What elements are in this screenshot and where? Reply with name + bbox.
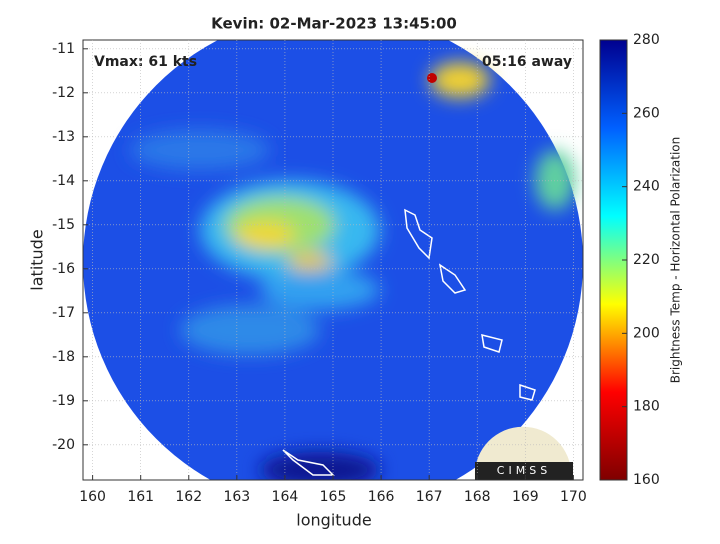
x-tick-label: 167 <box>416 489 443 505</box>
chart-title: Kevin: 02-Mar-2023 13:45:00 <box>211 15 457 33</box>
colorbar-tick-label: 180 <box>633 399 660 415</box>
y-axis-label: latitude <box>28 229 47 290</box>
x-tick-label: 163 <box>223 489 250 505</box>
y-tick-label: -12 <box>52 85 75 101</box>
x-tick-label: 165 <box>320 489 347 505</box>
cimss-logo: CIMSS <box>474 426 573 480</box>
x-tick-label: 161 <box>127 489 154 505</box>
y-tick-label: -15 <box>52 217 75 233</box>
colorbar-tick-label: 220 <box>633 252 660 268</box>
colorbar-tick-label: 160 <box>633 472 660 488</box>
annotation: Vmax: 61 kts <box>94 54 197 70</box>
colorbar-label: Brightness Temp - Horizontal Polarizatio… <box>669 137 683 384</box>
x-tick-label: 166 <box>368 489 395 505</box>
y-tick-label: -18 <box>52 349 75 365</box>
y-tick-label: -16 <box>52 261 75 277</box>
colorbar-tick-label: 280 <box>633 32 660 48</box>
colorbar-tick-label: 260 <box>633 105 660 121</box>
logo-text: CIMSS <box>497 464 551 477</box>
y-tick-label: -17 <box>52 305 75 321</box>
colorbar-tick-label: 240 <box>633 179 660 195</box>
x-tick-label: 170 <box>560 489 587 505</box>
x-tick-label: 169 <box>512 489 539 505</box>
colorbar-tick-label: 200 <box>633 325 660 341</box>
annotation: 05:16 away <box>482 54 572 70</box>
x-tick-label: 168 <box>464 489 491 505</box>
y-tick-label: -19 <box>52 393 75 409</box>
y-tick-label: -13 <box>52 129 75 145</box>
cloud-features <box>130 62 575 480</box>
x-axis-label: longitude <box>296 511 371 530</box>
x-tick-label: 160 <box>79 489 106 505</box>
y-tick-label: -14 <box>52 173 75 189</box>
y-tick-label: -11 <box>52 41 75 57</box>
y-tick-label: -20 <box>52 437 75 453</box>
x-tick-label: 164 <box>272 489 299 505</box>
x-tick-label: 162 <box>175 489 202 505</box>
